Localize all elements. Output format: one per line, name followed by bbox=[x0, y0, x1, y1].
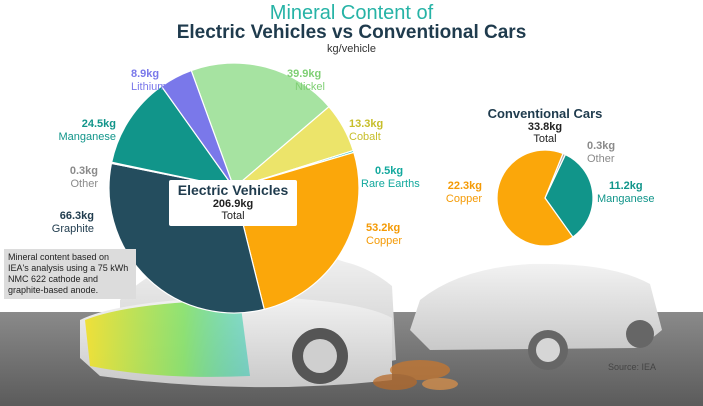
ev-chart-title: Electric Vehicles bbox=[177, 182, 289, 198]
ev-total-value: 206.9kg bbox=[212, 198, 254, 210]
ev-slice-manganese bbox=[110, 85, 236, 189]
cc-label-copper-name: Copper bbox=[445, 193, 482, 205]
ev-label-rare-earths-value: 0.5kg bbox=[375, 165, 404, 177]
ev-label-lithium-value: 8.9kg bbox=[131, 68, 160, 80]
cc-label-manganese-name: Manganese bbox=[597, 193, 655, 205]
conventional-total-label: Total bbox=[533, 133, 557, 145]
cc-label-manganese-value: 11.2kg bbox=[609, 180, 643, 192]
ev-slice-lithium bbox=[160, 69, 235, 189]
ev-label-graphite-value: 66.3kg bbox=[59, 210, 94, 222]
ev-label-rare-earths-name: Rare Earths bbox=[361, 178, 420, 190]
conventional-header: Conventional Cars 33.8kg Total bbox=[470, 106, 620, 145]
ev-label-nickel: 39.9kg Nickel bbox=[287, 68, 325, 94]
conventional-total-value: 33.8kg bbox=[527, 121, 563, 133]
ev-label-copper-value: 53.2kg bbox=[366, 222, 401, 234]
subtitle: kg/vehicle bbox=[327, 43, 376, 55]
cc-label-other-name: Other bbox=[587, 153, 615, 165]
ev-slice-nickel bbox=[190, 62, 330, 190]
title-line2: Electric Vehicles vs Conventional Cars bbox=[176, 22, 527, 43]
cc-label-other: 0.3kg Other bbox=[587, 140, 615, 166]
ev-total-box: Electric Vehicles 206.9kg Total bbox=[169, 180, 297, 226]
ev-total-label: Total bbox=[221, 210, 245, 222]
ev-label-copper-name: Copper bbox=[366, 235, 403, 247]
cc-slice-manganese bbox=[544, 153, 594, 238]
cc-label-other-value: 0.3kg bbox=[587, 140, 616, 152]
ev-label-nickel-name: Nickel bbox=[295, 81, 325, 93]
ev-label-other: 0.3kg Other bbox=[44, 165, 98, 191]
ev-label-cobalt-value: 13.3kg bbox=[349, 118, 384, 130]
ev-label-cobalt-name: Cobalt bbox=[349, 131, 381, 143]
conventional-car-shape bbox=[410, 263, 662, 370]
ev-label-nickel-value: 39.9kg bbox=[287, 68, 322, 80]
ev-label-lithium: 8.9kg Lithium bbox=[131, 68, 166, 94]
conventional-chart-title: Conventional Cars bbox=[487, 106, 603, 121]
ev-label-cobalt: 13.3kg Cobalt bbox=[349, 118, 383, 144]
ev-label-manganese: 24.5kg Manganese bbox=[40, 118, 117, 144]
ev-label-lithium-name: Lithium bbox=[131, 81, 167, 93]
ev-label-other-value: 0.3kg bbox=[69, 165, 98, 177]
title-line1: Mineral Content of bbox=[269, 2, 434, 24]
ev-label-graphite-name: Graphite bbox=[51, 223, 94, 235]
ev-label-manganese-value: 24.5kg bbox=[81, 118, 116, 130]
cc-label-copper: 22.3kg Copper bbox=[418, 180, 482, 206]
ev-label-rare-earths: 0.5kg Rare Earths bbox=[361, 165, 420, 191]
cc-label-manganese: 11.2kg Manganese bbox=[597, 180, 655, 206]
ev-label-graphite: 66.3kg Graphite bbox=[38, 210, 94, 236]
ev-label-copper: 53.2kg Copper bbox=[366, 222, 402, 248]
source-label: Source: IEA bbox=[608, 362, 657, 372]
ev-label-other-name: Other bbox=[70, 178, 98, 190]
cc-slice-copper bbox=[496, 149, 574, 247]
cc-label-copper-value: 22.3kg bbox=[447, 180, 482, 192]
ev-label-manganese-name: Manganese bbox=[58, 131, 117, 143]
methodology-note: Mineral content based on IEA's analysis … bbox=[4, 249, 136, 299]
exhaust-smoke bbox=[373, 360, 458, 390]
